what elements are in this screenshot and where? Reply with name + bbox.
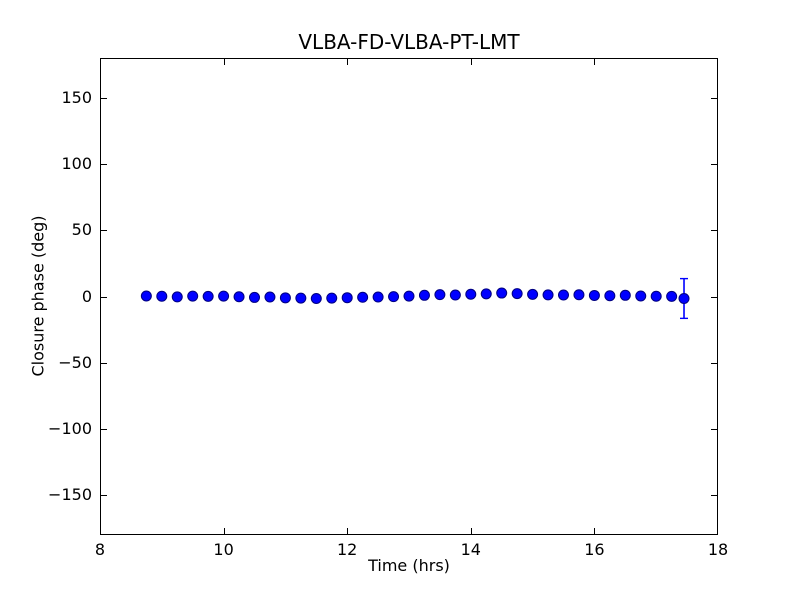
data-point — [650, 290, 662, 302]
data-point — [465, 288, 477, 300]
data-point — [372, 291, 384, 303]
x-tick-label: 16 — [584, 540, 605, 559]
plot-canvas — [100, 58, 718, 535]
x-tick-label: 14 — [460, 540, 481, 559]
data-point — [326, 292, 338, 304]
data-point — [171, 291, 183, 303]
data-point — [187, 290, 199, 302]
data-point — [480, 288, 492, 300]
data-point — [604, 290, 616, 302]
data-point — [233, 291, 245, 303]
data-point — [511, 288, 523, 300]
data-point — [218, 290, 230, 302]
data-point — [619, 289, 631, 301]
data-point — [249, 291, 260, 303]
data-point — [666, 290, 678, 302]
data-point — [573, 289, 585, 301]
data-point — [388, 291, 400, 303]
chart-title: VLBA-FD-VLBA-PT-LMT — [298, 30, 520, 54]
y-tick-label: 100 — [61, 154, 92, 173]
y-tick-label: −150 — [48, 485, 92, 505]
y-tick-label: 50 — [71, 220, 92, 240]
x-tick-label: 12 — [337, 540, 358, 559]
data-point — [140, 290, 152, 302]
data-point — [357, 291, 369, 303]
plot-spines — [100, 58, 718, 535]
data-point — [449, 289, 461, 301]
data-point — [418, 289, 430, 301]
data-point — [310, 292, 322, 304]
data-point — [558, 289, 569, 301]
data-point — [264, 291, 276, 303]
data-point — [678, 292, 690, 304]
y-tick-label: 150 — [61, 87, 92, 107]
plot-area — [100, 58, 718, 535]
data-point — [156, 290, 168, 302]
data-point — [527, 288, 539, 300]
x-tick-label: 8 — [94, 540, 106, 559]
data-point — [496, 287, 508, 299]
data-point — [635, 290, 647, 302]
data-point — [202, 290, 214, 302]
x-axis-label: Time (hrs) — [368, 556, 450, 575]
y-tick-label: −100 — [48, 419, 92, 438]
x-tick-label: 10 — [213, 540, 234, 559]
data-point — [588, 289, 600, 301]
data-point — [542, 289, 554, 301]
data-point — [279, 292, 291, 304]
data-point — [403, 290, 415, 302]
y-axis-label: Closure phase (deg) — [28, 215, 48, 377]
data-point — [434, 289, 446, 301]
x-tick-label: 18 — [707, 540, 729, 559]
data-point — [341, 292, 353, 304]
data-point — [295, 292, 307, 304]
y-tick-label: 0 — [81, 286, 92, 306]
y-tick-label: −50 — [58, 352, 92, 372]
